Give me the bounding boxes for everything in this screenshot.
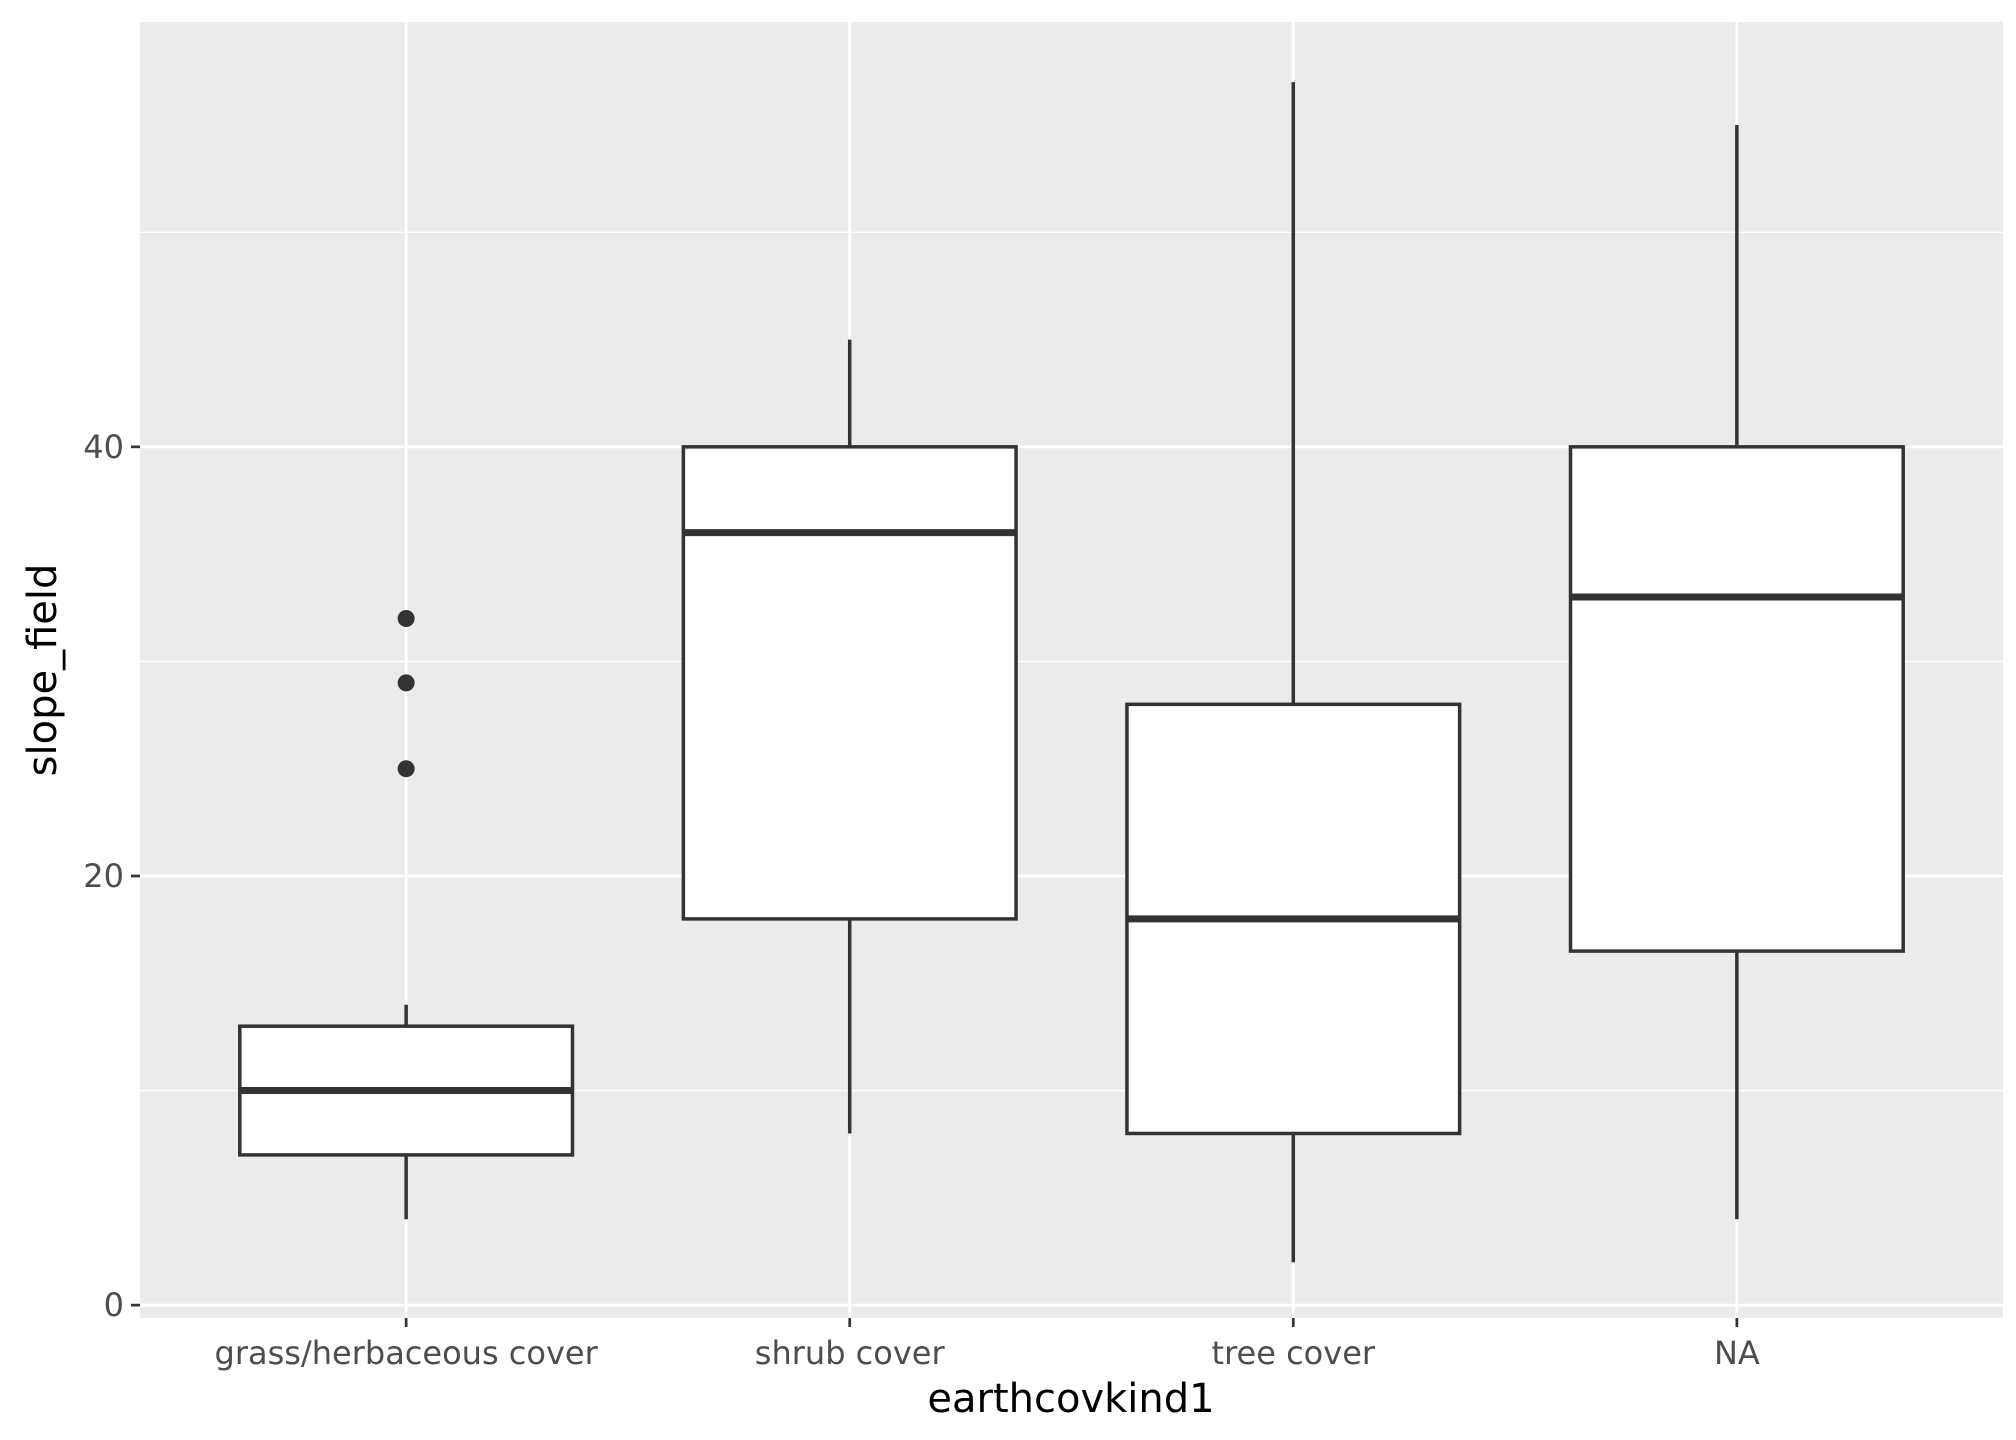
box-iqr (681, 445, 1018, 921)
outlier-point (397, 610, 415, 628)
y-axis: 0 20 40 (83, 428, 140, 1324)
y-tick-label: 0 (104, 1286, 124, 1324)
boxes-layer (238, 82, 1905, 1263)
box-group (238, 610, 575, 1220)
x-axis: grass/herbaceous cover shrub cover tree co… (215, 1318, 1760, 1372)
outlier-point (397, 674, 415, 692)
y-tick-label: 40 (83, 428, 124, 466)
y-tick-label: 20 (83, 857, 124, 895)
x-tick-label: shrub cover (755, 1334, 946, 1372)
box-iqr (1568, 445, 1905, 953)
box-group (1568, 124, 1905, 1220)
x-tick-label: tree cover (1212, 1334, 1376, 1372)
box-group (1125, 82, 1462, 1263)
box-group (681, 339, 1018, 1134)
x-tick-label: grass/herbaceous cover (215, 1334, 599, 1372)
x-axis-title: earthcovkind1 (927, 1376, 1214, 1422)
y-axis-title: slope_field (20, 564, 66, 777)
outlier-point (397, 760, 415, 778)
x-tick-label: NA (1714, 1334, 1760, 1372)
